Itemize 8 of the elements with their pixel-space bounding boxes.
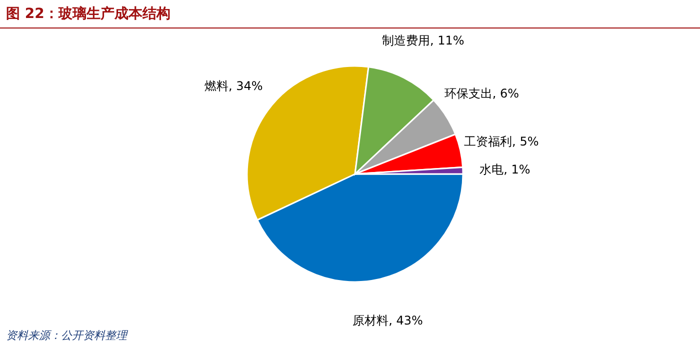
slice-label: 制造费用, 11% [382,33,464,48]
slice-label: 燃料, 34% [204,78,263,93]
text: 图 22：玻璃生产成本结构 [6,5,170,22]
slice-label: 环保支出, 6% [444,86,519,101]
text: 资料来源：公开资料整理 [6,329,129,342]
slice-label: 工资福利, 5% [464,134,539,148]
slice-label: 原材料, 43% [352,313,423,328]
slice-label: 水电, 1% [480,162,530,176]
